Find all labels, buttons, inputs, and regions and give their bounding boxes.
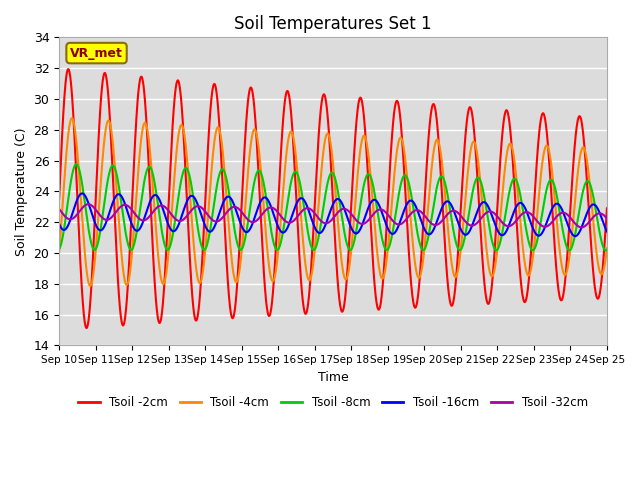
Tsoil -16cm [572,233,579,239]
Tsoil -16cm [55,221,63,227]
Tsoil -8cm [84,218,92,224]
Tsoil -32cm [307,207,315,213]
X-axis label: Time: Time [317,371,348,384]
Tsoil -4cm [308,272,316,278]
Line: Tsoil -32cm: Tsoil -32cm [59,204,607,228]
Tsoil -32cm [84,201,92,207]
Tsoil -8cm [588,185,595,191]
Line: Tsoil -16cm: Tsoil -16cm [59,193,607,236]
Tsoil -4cm [55,249,63,255]
Tsoil -8cm [588,184,595,190]
Tsoil -32cm [487,209,495,215]
Tsoil -8cm [602,248,610,253]
Tsoil -4cm [603,245,611,251]
Tsoil -4cm [68,115,76,121]
Line: Tsoil -8cm: Tsoil -8cm [59,164,607,251]
Tsoil -4cm [84,274,92,279]
Tsoil -16cm [603,228,611,234]
Tsoil -8cm [487,232,495,238]
Tsoil -32cm [603,216,611,221]
Tsoil -32cm [578,225,586,230]
Tsoil -16cm [322,221,330,227]
Tsoil -4cm [322,133,330,139]
Tsoil -4cm [487,273,495,278]
Tsoil -8cm [603,247,611,253]
Tsoil -4cm [86,283,94,289]
Tsoil -2cm [65,66,72,72]
Tsoil -8cm [307,244,315,250]
Tsoil -4cm [588,200,595,206]
Tsoil -2cm [487,290,495,296]
Tsoil -2cm [83,325,90,331]
Tsoil -2cm [308,259,316,264]
Tsoil -2cm [603,205,611,211]
Tsoil -16cm [78,191,86,196]
Tsoil -2cm [322,99,330,105]
Tsoil -2cm [588,249,595,254]
Tsoil -32cm [83,202,91,207]
Line: Tsoil -2cm: Tsoil -2cm [59,69,607,328]
Tsoil -32cm [588,216,595,222]
Tsoil -16cm [84,198,92,204]
Tsoil -32cm [322,220,330,226]
Tsoil -2cm [588,245,595,251]
Y-axis label: Soil Temperature (C): Soil Temperature (C) [15,127,28,256]
Tsoil -2cm [84,323,92,328]
Tsoil -32cm [588,216,595,222]
Line: Tsoil -4cm: Tsoil -4cm [59,118,607,286]
Legend: Tsoil -2cm, Tsoil -4cm, Tsoil -8cm, Tsoil -16cm, Tsoil -32cm: Tsoil -2cm, Tsoil -4cm, Tsoil -8cm, Tsoi… [74,391,593,414]
Tsoil -8cm [72,161,80,167]
Tsoil -2cm [55,196,63,202]
Title: Soil Temperatures Set 1: Soil Temperatures Set 1 [234,15,432,33]
Tsoil -16cm [588,202,595,208]
Text: VR_met: VR_met [70,47,123,60]
Tsoil -32cm [55,206,63,212]
Tsoil -16cm [307,216,315,221]
Tsoil -16cm [588,203,595,208]
Tsoil -8cm [55,246,63,252]
Tsoil -8cm [322,190,330,195]
Tsoil -16cm [487,210,495,216]
Tsoil -4cm [588,197,595,203]
